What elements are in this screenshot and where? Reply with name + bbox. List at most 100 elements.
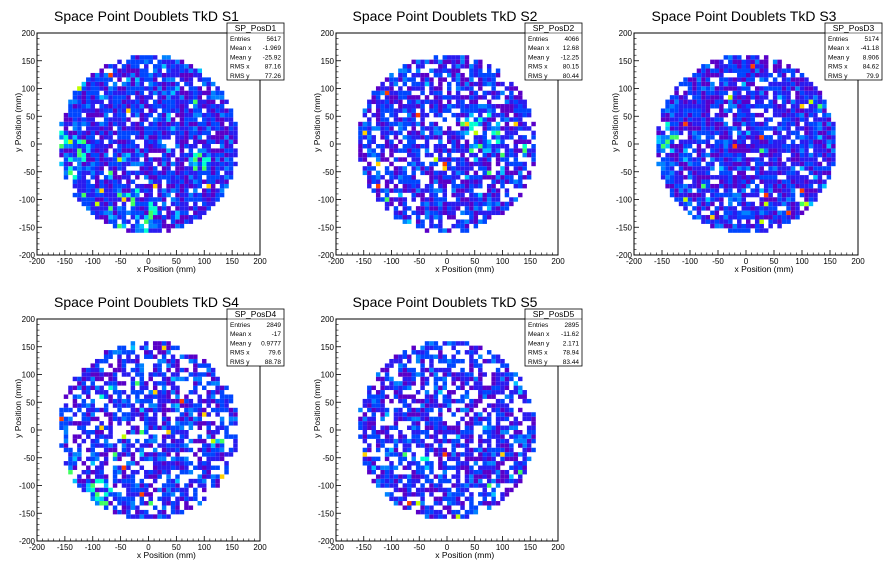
heatmap-cell [99, 452, 104, 457]
heatmap-cell [166, 55, 171, 60]
heatmap-cell [522, 166, 527, 171]
heatmap-cell [473, 152, 479, 158]
heatmap-cell [407, 487, 412, 493]
heatmap-cell [768, 175, 773, 180]
heatmap-cell [130, 469, 136, 475]
heatmap-cell [117, 108, 122, 113]
heatmap-cell [148, 59, 153, 65]
heatmap-cell [759, 175, 764, 180]
heatmap-cell [130, 425, 136, 430]
heatmap-cell [701, 152, 706, 158]
heatmap-cell [126, 139, 131, 144]
heatmap-cell [710, 104, 715, 109]
heatmap-cell [469, 166, 474, 171]
heatmap-cell [804, 152, 809, 158]
heatmap-cell [674, 90, 679, 96]
heatmap-cell [130, 161, 136, 167]
heatmap-cell [398, 381, 403, 386]
heatmap-cell [121, 90, 127, 96]
heatmap-cell [478, 345, 483, 351]
heatmap-cell [741, 183, 746, 189]
heatmap-cell [447, 72, 452, 78]
heatmap-cell [464, 469, 470, 475]
heatmap-cell [719, 64, 724, 69]
heatmap-cell [822, 144, 827, 149]
heatmap-cell [732, 215, 738, 220]
heatmap-cell [166, 175, 171, 180]
heatmap-cell [678, 161, 684, 167]
heatmap-cell [68, 117, 73, 122]
heatmap-cell [139, 210, 145, 216]
heatmap-cell [126, 443, 131, 448]
heatmap-cell [152, 210, 158, 216]
heatmap-cell [500, 170, 505, 176]
heatmap-cell [121, 139, 127, 144]
heatmap-cell [81, 166, 87, 171]
heatmap-cell [786, 157, 791, 162]
heatmap-cell [108, 90, 113, 96]
heatmap-cell [482, 487, 487, 493]
heatmap-cell [442, 170, 447, 176]
heatmap-cell [371, 412, 376, 417]
heatmap-cell [139, 514, 145, 519]
heatmap-cell [491, 501, 496, 506]
heatmap-cell [464, 438, 470, 444]
heatmap-cell [219, 139, 225, 144]
heatmap-cell [157, 223, 162, 229]
heatmap-cell [768, 117, 773, 122]
heatmap-cell [669, 104, 675, 109]
heatmap-cell [402, 394, 408, 399]
heatmap-cell [719, 206, 724, 211]
stats-key: RMS x [230, 350, 250, 357]
heatmap-cell [215, 148, 220, 153]
heatmap-cell [464, 86, 470, 91]
heatmap-cell [90, 148, 95, 153]
heatmap-cell [219, 390, 225, 395]
heatmap-cell [710, 144, 715, 149]
heatmap-cell [429, 188, 434, 193]
heatmap-cell [206, 152, 211, 158]
heatmap-cell [90, 210, 95, 216]
heatmap-cell [415, 358, 421, 364]
heatmap-cell [518, 179, 523, 184]
heatmap-cell [795, 157, 800, 162]
heatmap-cell [495, 469, 501, 475]
heatmap-cell [389, 86, 394, 91]
heatmap-cell [447, 228, 452, 233]
heatmap-cell [170, 72, 176, 78]
heatmap-cell [117, 126, 122, 131]
heatmap-cell [741, 72, 746, 78]
heatmap-cell [157, 345, 162, 351]
heatmap-cell [144, 412, 149, 417]
y-tick-label: 0 [31, 426, 36, 435]
heatmap-cell [402, 72, 408, 78]
heatmap-cell [447, 465, 452, 470]
heatmap-cell [380, 465, 385, 470]
heatmap-cell [469, 148, 474, 153]
heatmap-cell [723, 135, 729, 140]
heatmap-cell [442, 394, 447, 399]
heatmap-cell [790, 170, 796, 176]
heatmap-cell [193, 201, 198, 207]
heatmap-cell [750, 117, 755, 122]
heatmap-cell [438, 509, 443, 515]
heatmap-cell [683, 77, 688, 82]
heatmap-cell [161, 99, 167, 105]
heatmap-cell [728, 192, 733, 198]
heatmap-cell [184, 456, 189, 462]
heatmap-cell [473, 461, 479, 466]
heatmap-cell [531, 121, 536, 127]
heatmap-cell [99, 126, 104, 131]
heatmap-cell [112, 81, 118, 87]
heatmap-cell [219, 183, 225, 189]
heatmap-cell [103, 478, 109, 484]
heatmap-cell [90, 443, 95, 448]
heatmap-cell [215, 130, 220, 136]
heatmap-cell [130, 139, 136, 144]
heatmap-cell [108, 443, 113, 448]
heatmap-cell [438, 68, 443, 73]
heatmap-cell [112, 166, 118, 171]
heatmap-cell [117, 148, 122, 153]
heatmap-cell [424, 152, 430, 158]
heatmap-cell [233, 412, 238, 417]
